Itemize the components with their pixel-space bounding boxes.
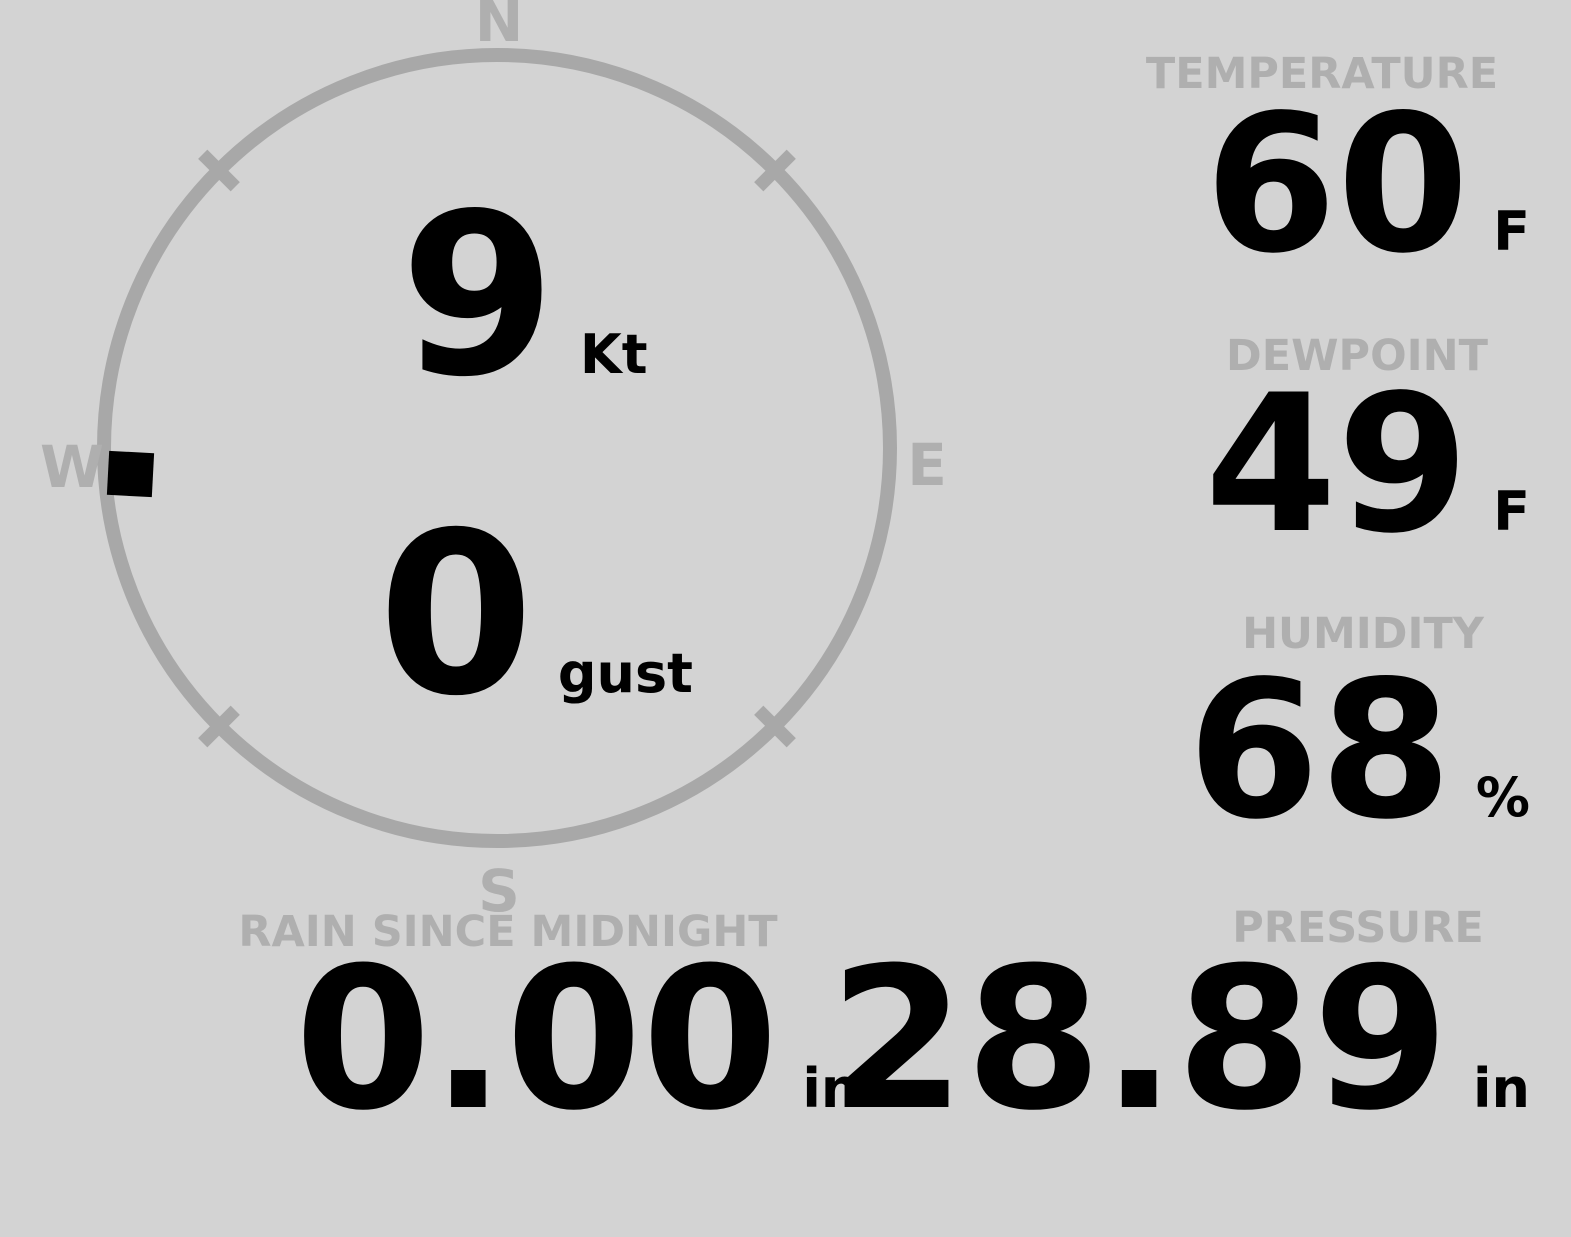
rain-label: RAIN SINCE MIDNIGHT — [238, 907, 778, 957]
pressure-value: 28.89 — [829, 926, 1450, 1154]
wind-gust-value: 0 — [378, 484, 534, 745]
pressure-unit: in — [1473, 1057, 1530, 1120]
dewpoint-value: 49 — [1204, 354, 1470, 575]
wind-speed-reading: 9 Kt — [400, 184, 648, 408]
dewpoint-reading: 49 F — [1205, 370, 1530, 560]
compass-label-north: N — [474, 0, 524, 55]
compass-label-west: W — [40, 433, 104, 501]
pressure-reading: 28.89 in — [829, 942, 1530, 1138]
dewpoint-label: DEWPOINT — [1226, 331, 1488, 381]
compass-label-south: S — [478, 857, 520, 925]
humidity-reading: 68 % — [1187, 656, 1530, 846]
rain-unit: in — [802, 1057, 860, 1120]
wind-speed-unit: Kt — [579, 323, 648, 386]
humidity-label: HUMIDITY — [1242, 609, 1484, 659]
temperature-label: TEMPERATURE — [1145, 49, 1499, 99]
humidity-unit: % — [1475, 766, 1530, 829]
wind-speed-value: 9 — [400, 165, 556, 426]
wind-direction-marker — [106, 450, 155, 498]
temperature-value: 60 — [1204, 74, 1470, 295]
dewpoint-unit: F — [1493, 480, 1530, 543]
temperature-reading: 60 F — [1205, 90, 1530, 280]
compass-label-east: E — [907, 431, 947, 499]
rain-reading: 0.00 in — [295, 942, 860, 1138]
humidity-value: 68 — [1187, 640, 1452, 861]
wind-gust-unit: gust — [557, 642, 693, 705]
wind-gust-reading: 0 gust — [378, 503, 693, 727]
temperature-unit: F — [1493, 200, 1530, 263]
rain-value: 0.00 — [294, 926, 779, 1154]
pressure-label: PRESSURE — [1232, 903, 1484, 953]
